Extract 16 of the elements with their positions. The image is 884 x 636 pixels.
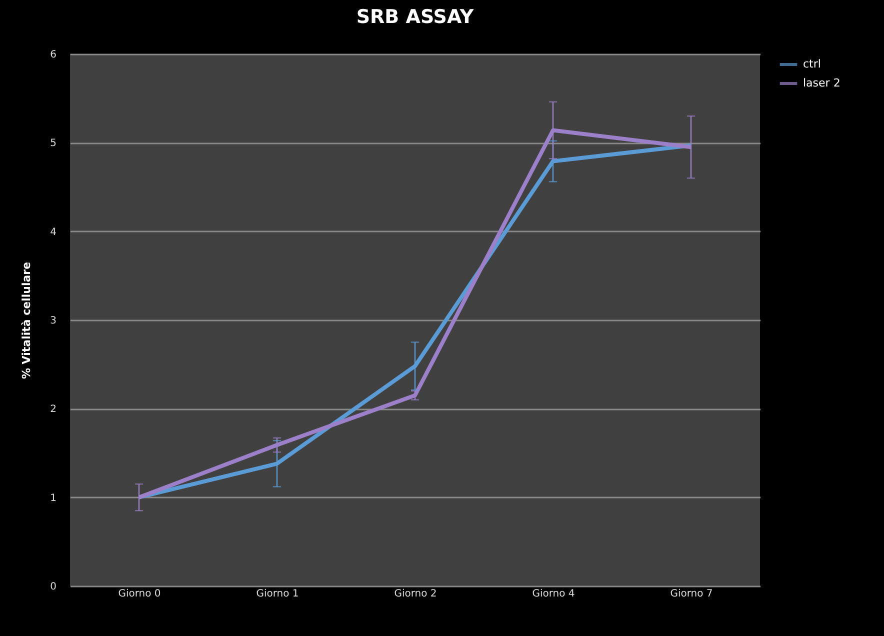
y-tick-label: 3 [50, 316, 56, 326]
x-tick-label: Giorno 7 [670, 588, 713, 600]
y-tick-label: 2 [50, 404, 56, 416]
x-tick-label: Giorno 2 [394, 588, 437, 600]
y-tick-label: 5 [50, 138, 56, 150]
y-tick-label: 6 [50, 50, 56, 60]
chart-title: SRB ASSAY [356, 6, 474, 28]
x-tick-label: Giorno 0 [118, 588, 161, 600]
legend-label: laser 2 [803, 76, 840, 90]
y-axis-title: % Vitalità cellulare [20, 262, 34, 380]
y-tick-label: 4 [50, 226, 56, 238]
x-tick-label: Giorno 4 [532, 588, 575, 600]
legend-label: ctrl [803, 58, 821, 70]
y-tick-label: 0 [50, 582, 56, 592]
y-tick-label: 1 [50, 492, 56, 504]
x-tick-label: Giorno 1 [256, 588, 299, 600]
